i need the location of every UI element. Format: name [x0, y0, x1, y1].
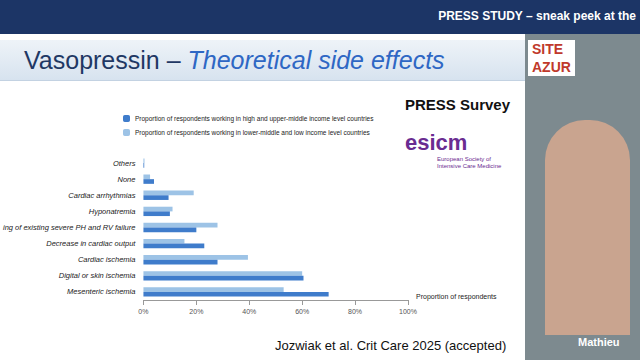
svg-text:Proportion of respondents work: Proportion of respondents working in low… — [135, 129, 371, 137]
svg-text:Mesenteric ischemia: Mesenteric ischemia — [67, 287, 135, 296]
html-text:Intensive Care Medicine: Intensive Care Medicine — [437, 163, 502, 169]
svg-text:100%: 100% — [399, 308, 417, 315]
svg-text:Cardiac arrhythmias: Cardiac arrhythmias — [68, 191, 135, 200]
html-text:Vasopressin – Theoretical side: Vasopressin – Theoretical side effects — [24, 46, 445, 74]
html-text:PRESS STUDY – sneak peek at th: PRESS STUDY – sneak peek at the — [438, 9, 636, 23]
svg-text:80%: 80% — [348, 308, 362, 315]
svg-text:Hyponatremia: Hyponatremia — [89, 207, 136, 216]
svg-text:Proportion of respondents work: Proportion of respondents working in hig… — [135, 115, 374, 123]
html-text:Jozwiak et al. Crit Care 2025: Jozwiak et al. Crit Care 2025 (accepted) — [275, 338, 507, 353]
html-text:European Society of: European Society of — [437, 156, 491, 162]
html-text:AZUR: AZUR — [532, 59, 571, 75]
svg-text:Cardiac ischemia: Cardiac ischemia — [78, 255, 136, 264]
svg-text:20%: 20% — [189, 308, 203, 315]
svg-text:Proportion of respondents: Proportion of respondents — [416, 293, 497, 301]
svg-text:0%: 0% — [138, 308, 148, 315]
svg-text:Decrease in cardiac output: Decrease in cardiac output — [46, 239, 136, 248]
svg-text:Others: Others — [113, 159, 136, 168]
html-text:PRESS Survey: PRESS Survey — [405, 96, 511, 113]
html-text:SITE: SITE — [532, 41, 564, 57]
svg-text:None: None — [117, 175, 135, 184]
svg-text:60%: 60% — [295, 308, 309, 315]
svg-text:ing of existing severe PH and: ing of existing severe PH and RV failure — [3, 223, 135, 232]
html-text:esicm: esicm — [405, 130, 468, 155]
svg-text:Digital or skin ischemia: Digital or skin ischemia — [59, 271, 136, 280]
svg-text:40%: 40% — [242, 308, 256, 315]
html-text:Mathieu: Mathieu — [578, 336, 620, 348]
